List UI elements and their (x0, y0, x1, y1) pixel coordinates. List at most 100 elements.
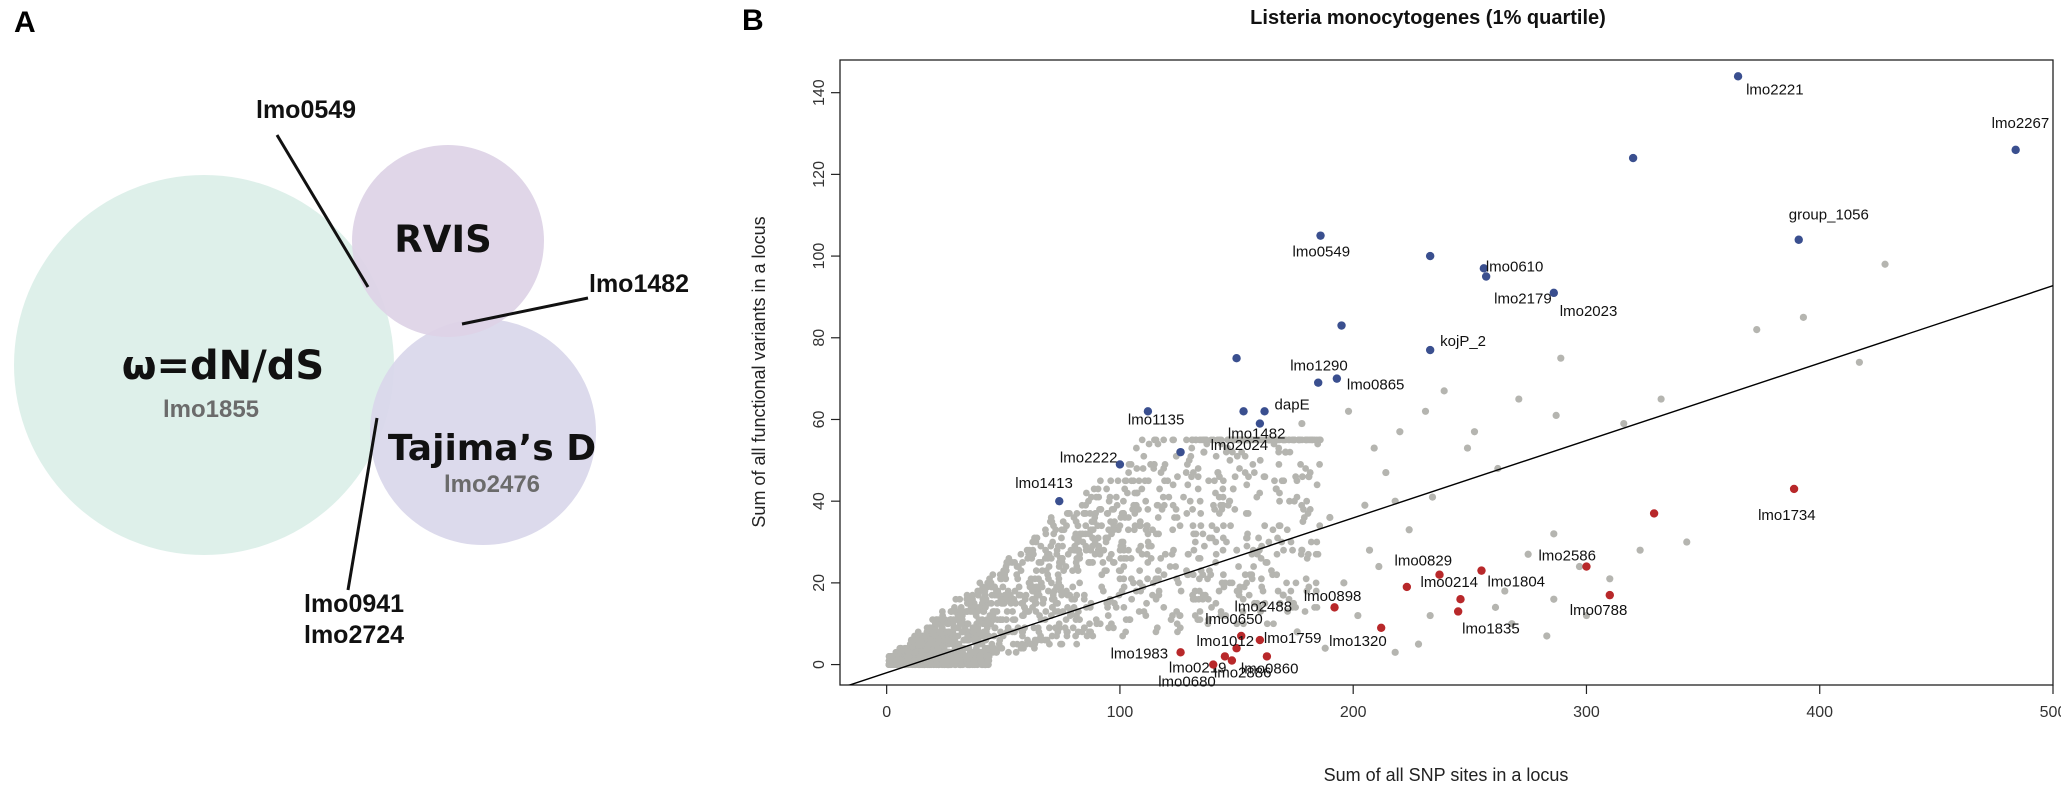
data-label: lmo0865 (1347, 377, 1405, 394)
data-point-background (1073, 640, 1081, 648)
data-point-background (1311, 603, 1318, 611)
data-point-background (1152, 628, 1160, 636)
data-point-background (1107, 477, 1115, 485)
data-point-background (1167, 616, 1175, 624)
data-point-background (1205, 477, 1213, 485)
data-point-background (1012, 648, 1020, 656)
data-point-low (1330, 603, 1339, 612)
data-point-background (1153, 501, 1161, 509)
data-point-background (1753, 326, 1761, 334)
data-point-background (1145, 440, 1153, 448)
data-point-background (1069, 567, 1076, 575)
data-point-background (1231, 505, 1239, 513)
data-point-background (1214, 468, 1222, 477)
data-point-background (1092, 493, 1100, 501)
data-point-high (1055, 496, 1064, 506)
data-point-background (1281, 448, 1290, 456)
data-point-high (1794, 235, 1803, 244)
data-point-background (1195, 554, 1202, 562)
data-point-background (1271, 477, 1278, 485)
data-point-background (1189, 505, 1196, 513)
data-point-background (1311, 436, 1318, 444)
data-point-background (1249, 461, 1257, 468)
data-point-background (1131, 510, 1139, 517)
data-point-background (1021, 595, 1029, 603)
data-point-background (1069, 624, 1077, 632)
data-point-background (1104, 612, 1112, 619)
data-point-background (1236, 465, 1243, 472)
data-point-low (1255, 635, 1265, 645)
rvis-title: RVIS (394, 218, 492, 261)
data-point-high (1733, 72, 1743, 81)
data-point-background (1298, 546, 1306, 554)
rvis-circle (352, 145, 544, 337)
data-point-background (1143, 599, 1150, 607)
data-point-background (1054, 599, 1061, 607)
data-point-background (964, 660, 972, 669)
data-point-high (1232, 354, 1241, 363)
x-tick-label: 400 (1806, 704, 1833, 721)
data-point-background (1079, 530, 1086, 538)
data-point-background (1165, 493, 1173, 501)
data-point-background (1142, 612, 1150, 619)
data-point-background (1116, 575, 1124, 583)
data-point-background (1042, 530, 1050, 538)
data-point-background (951, 608, 958, 615)
data-point-background (1212, 599, 1220, 607)
data-point-background (1031, 575, 1039, 583)
data-point-background (1135, 608, 1143, 615)
omega-gene: lmo1855 (163, 396, 259, 423)
data-point-background (1156, 485, 1163, 493)
callout-lmo0549: lmo0549 (256, 96, 356, 124)
data-point-background (1245, 473, 1252, 481)
data-point-background (1344, 407, 1353, 415)
x-tick-label: 300 (1573, 704, 1600, 721)
callout-lmo1482: lmo1482 (589, 270, 689, 298)
data-point-background (1128, 595, 1136, 603)
data-point-background (1032, 567, 1040, 575)
data-point-background (1275, 461, 1283, 468)
data-point-background (1491, 603, 1500, 611)
data-point-background (1103, 510, 1111, 517)
data-point-background (1470, 428, 1479, 436)
data-point-background (1009, 608, 1016, 615)
data-point-background (1274, 587, 1282, 595)
data-point-background (1139, 465, 1147, 472)
data-point-background (1286, 497, 1293, 505)
data-point-background (997, 628, 1004, 636)
data-point-background (1275, 444, 1283, 452)
data-point-background (1190, 546, 1198, 554)
data-point-background (1112, 603, 1120, 611)
data-point-background (944, 636, 951, 644)
data-point-background (1107, 550, 1115, 558)
data-point-background (1239, 608, 1247, 615)
data-point-background (1082, 546, 1090, 554)
data-point-background (1305, 473, 1313, 481)
data-point-background (940, 656, 948, 665)
data-point-background (1097, 477, 1104, 485)
y-tick-label: 120 (811, 161, 828, 188)
data-point-background (1303, 497, 1311, 505)
data-point-background (1076, 616, 1083, 624)
data-point-background (1606, 575, 1614, 583)
data-point-background (1135, 477, 1143, 485)
data-label: lmo1320 (1329, 633, 1387, 650)
x-tick-label: 200 (1340, 704, 1367, 721)
data-label: lmo2024 (1211, 437, 1269, 454)
data-point-background (1157, 554, 1165, 562)
data-point-background (1208, 522, 1216, 530)
callout-lmo2724: lmo2724 (304, 621, 404, 649)
data-point-background (1271, 436, 1279, 444)
data-point-background (1132, 444, 1140, 452)
data-point-background (1062, 616, 1070, 624)
data-point-background (1135, 546, 1143, 554)
data-label: lmo2023 (1560, 303, 1618, 320)
data-point-background (1257, 608, 1264, 615)
data-point-background (897, 656, 905, 665)
data-point-background (1002, 616, 1010, 624)
data-point-background (1176, 612, 1183, 619)
data-point-background (970, 636, 978, 644)
data-point-background (1072, 632, 1079, 640)
data-point-background (1069, 583, 1077, 591)
data-point-background (955, 640, 963, 648)
